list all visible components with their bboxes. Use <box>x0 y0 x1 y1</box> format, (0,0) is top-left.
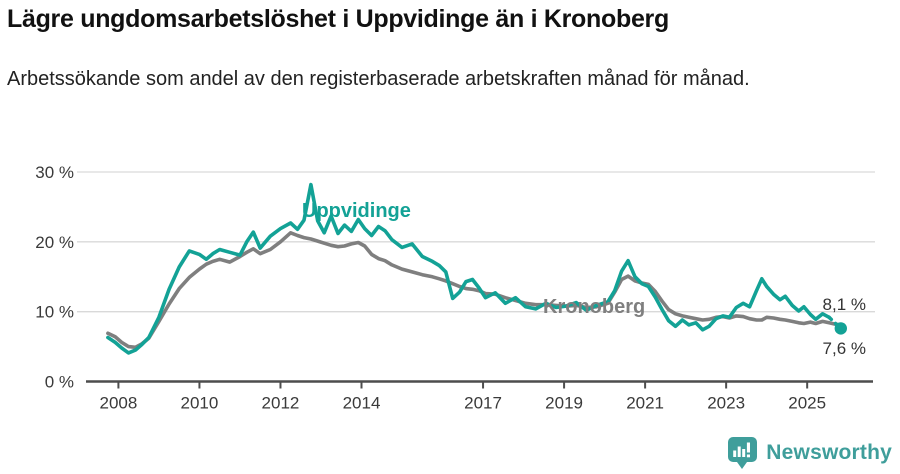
bar-3 <box>742 449 746 457</box>
exclamation-dot <box>747 454 751 458</box>
x-axis-tick-label: 2010 <box>181 394 219 413</box>
x-axis-tick-label: 2012 <box>262 394 300 413</box>
x-axis-tick-label: 2021 <box>626 394 664 413</box>
x-axis-tick-label: 2008 <box>99 394 137 413</box>
y-axis-tick-label: 0 % <box>45 373 74 392</box>
brand-footer: Newsworthy <box>727 436 892 470</box>
newsworthy-logo-icon <box>728 437 758 469</box>
uppvidinge-end-value-label: 7,6 % <box>823 339 866 358</box>
y-axis-tick-label: 10 % <box>35 303 74 322</box>
y-axis-tick-label: 20 % <box>35 233 74 252</box>
uppvidinge-series-label: Uppvidinge <box>302 200 411 222</box>
series-line-uppvidinge <box>106 182 831 355</box>
y-axis-tick-label: 30 % <box>35 163 74 182</box>
brand-name: Newsworthy <box>766 441 892 464</box>
kronoberg-end-value-label: 8,1 % <box>823 295 866 314</box>
x-axis-tick-label: 2025 <box>788 394 826 413</box>
x-axis-tick-label: 2017 <box>464 394 502 413</box>
x-axis-tick-label: 2019 <box>545 394 583 413</box>
x-axis-tick-label: 2014 <box>343 394 381 413</box>
page-subtitle: Arbetssökande som andel av den registerb… <box>7 68 750 90</box>
x-axis-tick-label: 2023 <box>707 394 745 413</box>
page-title: Lägre ungdomsarbetslöshet i Uppvidinge ä… <box>7 5 669 33</box>
exclamation-bar <box>747 442 751 453</box>
bar-1 <box>733 450 737 457</box>
bar-2 <box>737 446 741 457</box>
series-end-dot-uppvidinge <box>834 322 848 335</box>
kronoberg-series-label: Kronoberg <box>543 296 645 318</box>
line-chart: 0 % 10 % 20 % 30 % 2008 2010 2012 2014 2017 2019 2… <box>35 163 875 413</box>
